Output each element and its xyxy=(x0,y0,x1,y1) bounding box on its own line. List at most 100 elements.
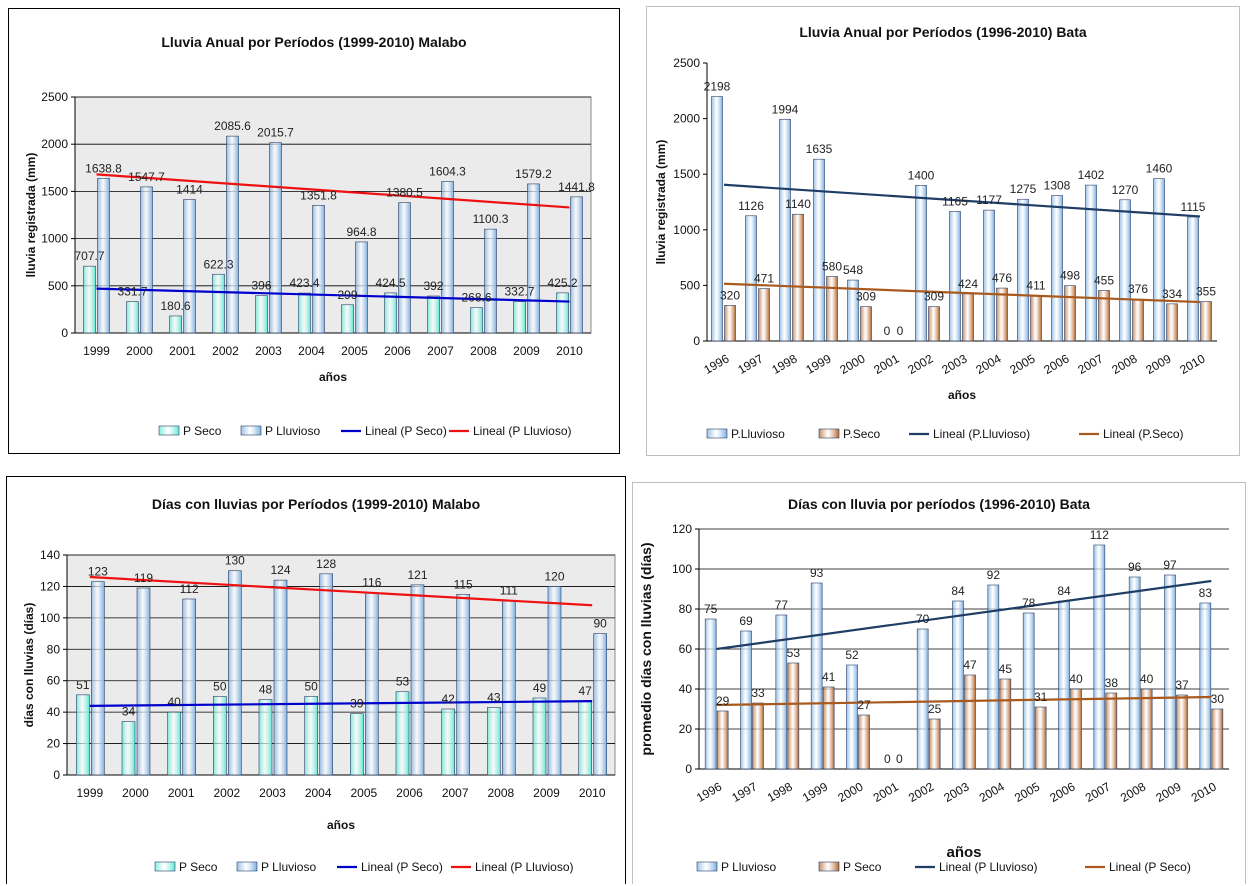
bar-p-lluvioso xyxy=(711,96,723,342)
y-tick-label: 60 xyxy=(47,674,61,688)
data-label: 70 xyxy=(916,612,930,626)
data-label: 40 xyxy=(1140,672,1154,686)
x-tick-label: 2002 xyxy=(906,779,936,805)
bar-p-lluvioso xyxy=(915,185,927,342)
data-label: 53 xyxy=(787,646,801,660)
trendline-1 xyxy=(96,173,570,209)
bar-p-lluvioso xyxy=(987,584,1000,770)
x-tick-label: 2000 xyxy=(835,779,865,805)
y-tick-label: 1000 xyxy=(673,223,700,237)
bar-p-seco xyxy=(1105,692,1118,770)
bar-p-seco xyxy=(787,662,800,770)
y-tick-label: 80 xyxy=(47,642,61,656)
data-label: 580 xyxy=(822,260,842,274)
bar-p-lluvioso xyxy=(1058,600,1070,770)
legend-swatch xyxy=(158,425,180,436)
bar-p-seco xyxy=(167,711,181,776)
legend-label: Lineal (P Seco) xyxy=(1109,860,1191,874)
bar-p-lluvioso xyxy=(704,618,717,770)
data-label: 40 xyxy=(167,695,181,709)
bar-p-seco xyxy=(964,674,976,770)
data-label: 27 xyxy=(857,698,871,712)
bar-p-lluvioso xyxy=(502,600,516,776)
data-label: 130 xyxy=(225,554,245,568)
data-label: 1635 xyxy=(806,142,833,156)
bar-p-seco xyxy=(169,315,182,334)
bar-p-seco xyxy=(298,292,311,334)
data-label: 119 xyxy=(134,571,153,585)
x-tick-label: 2005 xyxy=(350,786,377,800)
data-label: 392 xyxy=(423,279,443,293)
bar-p-lluvioso xyxy=(441,181,454,334)
data-label: 1140 xyxy=(785,197,811,211)
data-label: 964.8 xyxy=(346,225,376,239)
bar-p-lluvioso xyxy=(1187,216,1199,342)
bar-p-seco xyxy=(1132,298,1144,342)
data-label: 115 xyxy=(454,577,473,591)
bar-p-seco xyxy=(826,276,838,342)
data-label: 396 xyxy=(251,279,271,293)
y-tick-label: 120 xyxy=(40,579,60,593)
y-axis-label: días con lluvias (días) xyxy=(22,603,36,728)
data-label: 548 xyxy=(843,263,863,277)
bar-p-seco xyxy=(999,678,1012,770)
bar-p-seco xyxy=(578,700,592,776)
data-label: 29 xyxy=(716,694,730,708)
legend-label: Lineal (P Lluvioso) xyxy=(473,424,572,438)
bar-p-lluvioso xyxy=(1119,199,1131,342)
y-tick-label: 1000 xyxy=(41,232,68,246)
data-label: 471 xyxy=(754,272,774,286)
bar-p-seco xyxy=(304,696,318,776)
x-tick-label: 2004 xyxy=(305,786,332,800)
bar-p-seco xyxy=(822,686,835,770)
data-label: 1380.5 xyxy=(386,186,423,200)
data-label: 120 xyxy=(544,569,564,583)
y-axis-label: lluvia registrada (mm) xyxy=(24,153,38,278)
bar-p-seco xyxy=(1211,708,1224,770)
data-label: 93 xyxy=(810,566,824,580)
legend-label: P Lluvioso xyxy=(721,860,776,874)
y-tick-label: 1500 xyxy=(41,184,68,198)
bar-p-lluvioso xyxy=(410,584,425,776)
bar-p-seco xyxy=(1200,301,1212,342)
x-tick-label: 2004 xyxy=(977,779,1007,805)
y-tick-label: 80 xyxy=(679,602,693,616)
x-tick-label: 2000 xyxy=(126,344,153,358)
data-label: 2198 xyxy=(704,80,731,94)
data-label: 299 xyxy=(337,288,357,302)
data-label: 622.3 xyxy=(203,257,233,271)
legend-label: Lineal (P.Lluvioso) xyxy=(933,427,1030,441)
y-tick-label: 40 xyxy=(47,705,61,719)
bar-p-seco xyxy=(350,713,364,776)
bar-p-lluvioso xyxy=(949,211,961,342)
data-label: 1414 xyxy=(176,183,203,197)
data-label: 331.7 xyxy=(117,285,147,299)
chart-title: Lluvia Anual por Períodos (1996-2010) Ba… xyxy=(799,24,1087,40)
data-label: 31 xyxy=(1034,690,1048,704)
bar-p-seco xyxy=(384,292,397,334)
x-tick-label: 2003 xyxy=(259,786,286,800)
bar-p-seco xyxy=(996,287,1008,342)
x-tick-label: 2008 xyxy=(487,786,514,800)
legend-label: P.Seco xyxy=(843,427,880,441)
bar-p-lluvioso xyxy=(273,579,288,776)
data-label: 90 xyxy=(593,617,607,631)
bar-p-seco xyxy=(513,301,526,334)
bar-p-lluvioso xyxy=(456,593,470,776)
data-label: 0 xyxy=(896,752,903,766)
chart-title: Días con lluvia por períodos (1996-2010)… xyxy=(788,496,1090,512)
x-tick-label: 2001 xyxy=(871,351,901,377)
x-axis-label: años xyxy=(948,388,976,402)
trendline-0 xyxy=(716,579,1212,651)
data-label: 1308 xyxy=(1044,179,1071,193)
data-label: 75 xyxy=(704,602,718,616)
trendline-1 xyxy=(716,695,1212,707)
legend-swatch xyxy=(706,428,728,439)
chart-lluvia-bata: Lluvia Anual por Períodos (1996-2010) Ba… xyxy=(654,24,1217,441)
data-label: 39 xyxy=(350,697,364,711)
data-label: 121 xyxy=(407,568,427,582)
x-tick-label: 2007 xyxy=(1075,351,1105,377)
data-label: 40 xyxy=(1069,672,1083,686)
bar-p-lluvioso xyxy=(740,630,752,770)
bar-p-lluvioso xyxy=(916,628,929,770)
